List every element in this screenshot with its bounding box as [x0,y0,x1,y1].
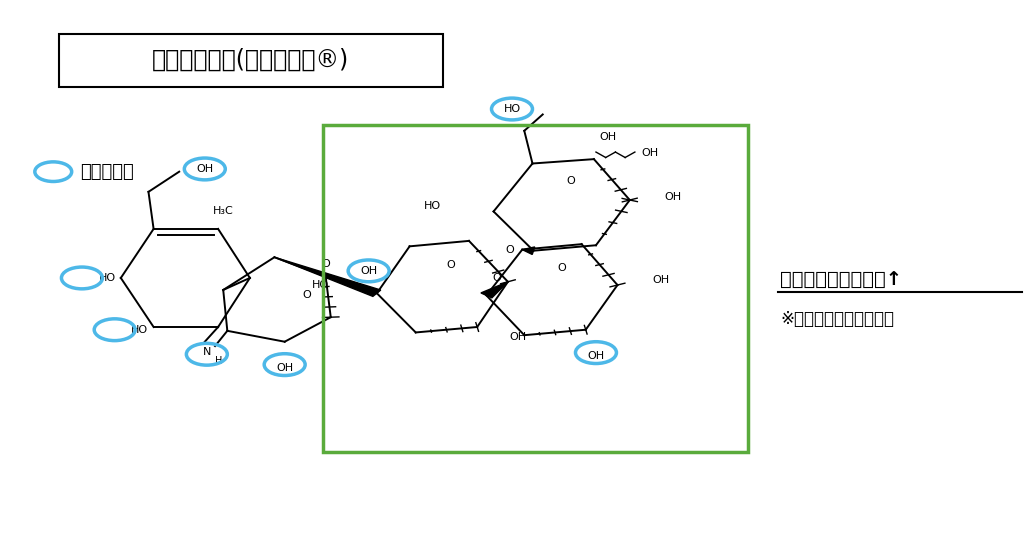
Text: OH: OH [588,351,604,361]
Text: OH: OH [276,363,293,373]
Text: N: N [203,347,211,356]
Text: O: O [493,272,502,283]
Polygon shape [481,282,508,298]
Text: H: H [215,356,223,366]
Text: アカルボース(グルコバイ®): アカルボース(グルコバイ®) [153,48,349,72]
Text: スクラーゼ阻害活性↑: スクラーゼ阻害活性↑ [780,270,902,288]
Polygon shape [522,247,535,255]
Text: O: O [558,263,566,273]
Text: HO: HO [131,325,148,335]
Text: ：水素結合: ：水素結合 [80,162,133,181]
Text: OH: OH [599,132,616,142]
Text: HO: HO [424,201,440,211]
Text: OH: OH [197,164,213,174]
Text: O: O [303,290,311,300]
Text: O: O [566,177,574,186]
Text: OH: OH [652,275,669,284]
Text: HO: HO [504,104,520,114]
Text: H₃C: H₃C [213,207,233,216]
Text: OH: OH [665,192,681,202]
Text: OH: OH [510,332,526,342]
Text: O: O [505,245,514,255]
Text: HO: HO [98,273,116,283]
Text: ※ボグリボースより弱い: ※ボグリボースより弱い [780,310,894,328]
Bar [323,125,748,452]
Text: HO: HO [312,280,329,290]
Text: OH: OH [360,266,377,276]
Text: OH: OH [642,148,658,158]
Text: O: O [446,261,455,270]
Bar [59,34,443,87]
Text: O: O [322,259,330,269]
Polygon shape [274,257,381,296]
